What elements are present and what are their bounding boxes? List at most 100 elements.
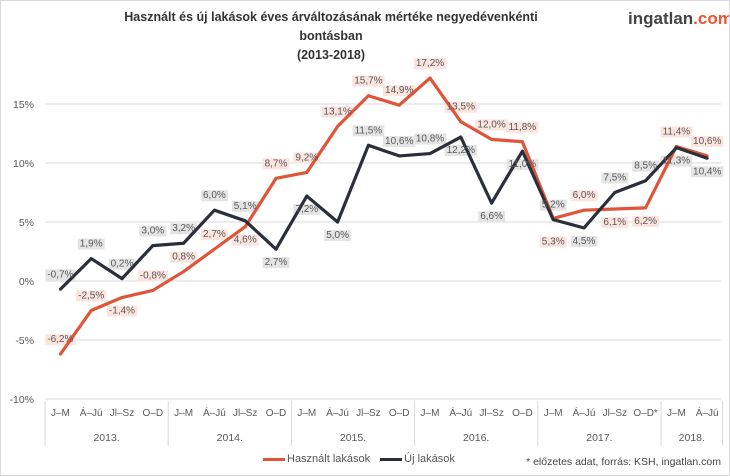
data-label: 5,3% bbox=[542, 236, 565, 247]
data-point bbox=[366, 94, 370, 98]
y-tick-label: 5% bbox=[19, 217, 34, 229]
data-label-bg bbox=[77, 238, 105, 250]
quarter-label: J–M bbox=[51, 408, 70, 419]
data-point bbox=[336, 124, 340, 128]
data-label: 5,2% bbox=[542, 200, 565, 211]
year-label: 2015. bbox=[340, 432, 366, 444]
data-label: 0,8% bbox=[172, 252, 195, 263]
series-line-1 bbox=[59, 135, 708, 291]
quarter-label: Jl–Sz bbox=[356, 408, 380, 419]
data-point bbox=[151, 244, 155, 248]
data-label: 5,0% bbox=[326, 230, 349, 241]
quarter-label: Jl–Sz bbox=[110, 408, 134, 419]
data-point bbox=[336, 220, 340, 224]
data-label-bg bbox=[137, 270, 168, 282]
data-point bbox=[182, 270, 186, 274]
data-label: 6,1% bbox=[603, 217, 626, 228]
data-point bbox=[305, 194, 309, 198]
data-label: 10,4% bbox=[693, 166, 721, 177]
data-point bbox=[89, 309, 93, 312]
data-point bbox=[397, 154, 401, 158]
footnote: * előzetes adat, forrás: KSH, ingatlan.c… bbox=[526, 456, 721, 468]
data-label: 11,3% bbox=[663, 156, 691, 167]
data-label-bg bbox=[324, 230, 352, 241]
data-label-bg bbox=[506, 159, 539, 171]
data-label-bg bbox=[352, 125, 385, 137]
data-label-bg bbox=[262, 257, 290, 269]
y-tick-label: 0% bbox=[19, 276, 34, 288]
quarter-label: O–D bbox=[266, 408, 287, 419]
legend-swatch-used bbox=[263, 457, 285, 461]
data-label-bg bbox=[570, 190, 598, 202]
data-label: 11,8% bbox=[509, 122, 537, 133]
data-label: 6,0% bbox=[573, 190, 596, 201]
legend-label-used: Használt lakások bbox=[287, 453, 371, 465]
data-label-bg bbox=[201, 229, 228, 241]
data-label: 10,6% bbox=[693, 136, 721, 147]
quarter-label: O–D* bbox=[633, 408, 658, 419]
data-label-bg bbox=[413, 133, 447, 145]
logo-domain: .com bbox=[693, 9, 730, 28]
year-label: 2018. bbox=[679, 432, 705, 444]
data-label: 10,8% bbox=[416, 134, 444, 145]
data-point bbox=[182, 241, 186, 245]
data-label-bg bbox=[478, 211, 506, 223]
data-point bbox=[613, 191, 617, 194]
title-text: Használt és új lakások éves árváltozásán… bbox=[124, 10, 538, 43]
quarter-label: Jl–Sz bbox=[479, 408, 503, 419]
data-label: 13,5% bbox=[447, 102, 475, 113]
data-point bbox=[243, 225, 247, 229]
data-label: 8,5% bbox=[634, 161, 657, 172]
data-label: 2,7% bbox=[203, 229, 226, 240]
data-label: 5,1% bbox=[234, 201, 257, 212]
data-point bbox=[58, 352, 62, 356]
year-label: 2016. bbox=[463, 432, 489, 444]
data-point bbox=[705, 156, 709, 160]
data-label: 9,2% bbox=[295, 152, 318, 163]
data-label: 2,7% bbox=[265, 257, 288, 268]
quarter-label: J–M bbox=[421, 408, 440, 419]
legend-swatch-new bbox=[380, 457, 403, 461]
data-label: 6,0% bbox=[203, 190, 226, 201]
quarter-label: Jl–Sz bbox=[603, 408, 627, 419]
data-point bbox=[428, 76, 432, 80]
data-label-bg bbox=[539, 236, 567, 248]
data-label: 6,6% bbox=[480, 211, 503, 222]
data-point bbox=[459, 120, 463, 124]
data-label-bg bbox=[444, 101, 478, 113]
data-label-bg bbox=[539, 199, 567, 211]
quarter-label: Á–Jú bbox=[80, 406, 103, 419]
data-label: 11,4% bbox=[663, 126, 691, 137]
data-label-bg bbox=[76, 290, 107, 302]
data-label-bg bbox=[570, 235, 598, 247]
data-point bbox=[58, 287, 62, 291]
data-label: -0,7% bbox=[47, 269, 73, 280]
data-point bbox=[428, 152, 432, 156]
year-label: 2017. bbox=[586, 432, 612, 444]
logo-name: ingatlan bbox=[628, 9, 694, 28]
data-label-bg bbox=[293, 204, 321, 216]
data-point bbox=[490, 137, 494, 141]
quarter-label: O–D bbox=[389, 408, 410, 419]
data-label-bg bbox=[632, 215, 660, 227]
quarter-label: Á–Jú bbox=[326, 406, 349, 419]
data-label-bg bbox=[660, 126, 693, 138]
data-label-bg bbox=[601, 172, 629, 184]
data-label: 4,5% bbox=[573, 236, 596, 247]
data-label: 12,2% bbox=[447, 145, 475, 156]
data-point bbox=[397, 103, 401, 107]
data-point bbox=[490, 201, 494, 205]
data-point bbox=[582, 208, 586, 212]
data-label: 3,0% bbox=[141, 226, 164, 237]
quarter-label: Á–Jú bbox=[696, 406, 719, 419]
data-label-bg bbox=[45, 269, 76, 281]
data-point bbox=[274, 247, 278, 251]
data-label-bg bbox=[413, 58, 447, 70]
legend: Használt lakások Új lakások bbox=[263, 453, 455, 465]
data-point bbox=[613, 207, 617, 211]
data-label-bg bbox=[660, 155, 693, 167]
y-tick-label: 10% bbox=[13, 158, 34, 170]
quarter-label: Á–Jú bbox=[203, 406, 226, 419]
data-label: 6,2% bbox=[634, 216, 657, 227]
